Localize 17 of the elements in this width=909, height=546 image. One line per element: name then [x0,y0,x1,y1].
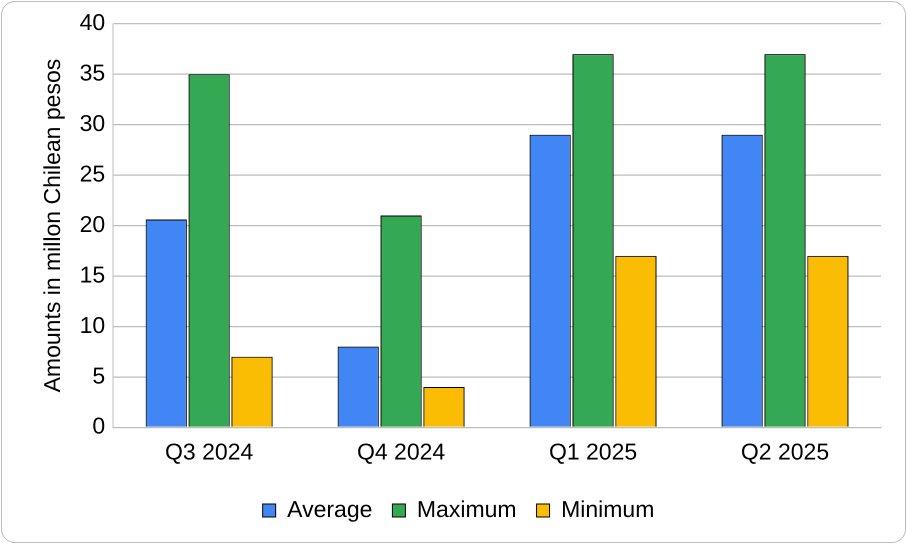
y-tick-label: 10 [80,312,106,338]
legend-label: Average [287,496,372,522]
x-tick-label: Q1 2025 [548,438,638,465]
y-tick-label: 40 [80,9,106,36]
y-tick-label: 35 [80,60,106,86]
y-tick-label: 30 [80,110,106,136]
x-tick-label: Q4 2024 [356,438,446,465]
legend-label: Minimum [561,496,654,522]
y-tick-label: 20 [80,210,106,237]
x-tick-label: Q2 2025 [740,438,830,465]
y-tick-label: 0 [92,412,106,439]
legend-label: Maximum [416,496,517,522]
y-axis-title: Amounts in millon Chilean pesos [39,58,66,392]
y-tick-label: 25 [80,160,106,186]
y-tick-label: 15 [80,261,106,288]
y-tick-label: 5 [92,362,106,388]
x-tick-label: Q3 2024 [165,438,254,465]
